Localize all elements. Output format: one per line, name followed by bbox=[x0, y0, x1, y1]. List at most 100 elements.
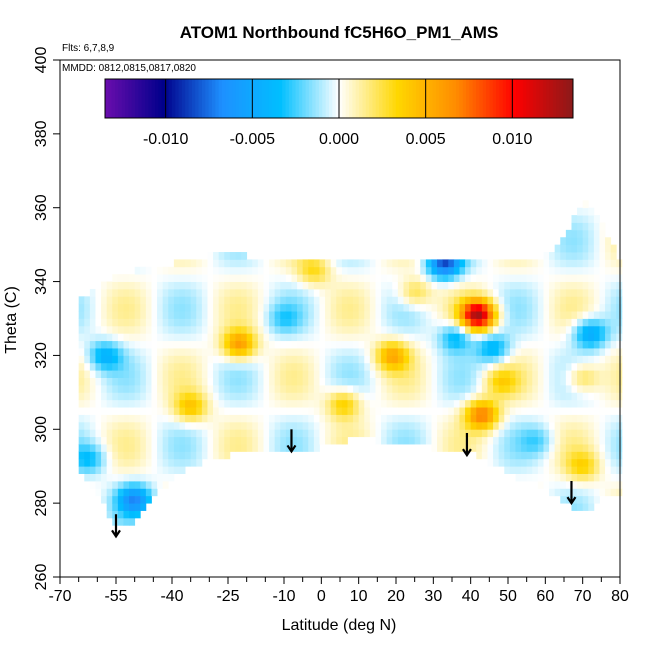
field-cell bbox=[341, 362, 348, 371]
field-cell bbox=[537, 288, 544, 297]
field-cell bbox=[78, 348, 85, 356]
field-cell bbox=[509, 384, 516, 393]
field-cell bbox=[493, 274, 500, 282]
field-cell bbox=[196, 429, 203, 438]
field-cell bbox=[425, 392, 432, 401]
field-cell bbox=[269, 421, 276, 430]
field-cell bbox=[358, 281, 365, 290]
field-cell bbox=[246, 370, 253, 378]
field-cell bbox=[224, 318, 231, 327]
field-cell bbox=[145, 451, 152, 460]
field-cell bbox=[442, 281, 449, 290]
field-cell bbox=[487, 392, 494, 401]
field-cell bbox=[493, 296, 500, 305]
field-cell bbox=[280, 318, 287, 327]
field-cell bbox=[190, 458, 197, 467]
field-cell bbox=[549, 384, 556, 393]
colorbar-segment bbox=[399, 79, 404, 118]
down-arrow-icon bbox=[566, 480, 577, 506]
field-cell bbox=[437, 414, 444, 423]
field-cell bbox=[269, 348, 276, 356]
field-cell bbox=[78, 436, 85, 445]
field-cell bbox=[140, 488, 147, 497]
field-cell bbox=[549, 421, 556, 430]
field-cell bbox=[571, 252, 578, 260]
field-cell bbox=[549, 252, 556, 260]
field-cell bbox=[84, 384, 91, 393]
field-cell bbox=[420, 348, 427, 356]
field-cell bbox=[117, 414, 124, 423]
field-cell bbox=[257, 362, 264, 371]
field-cell bbox=[252, 281, 259, 290]
field-cell bbox=[112, 407, 119, 415]
field-cell bbox=[280, 399, 287, 408]
field-cell bbox=[593, 466, 600, 474]
field-cell bbox=[297, 281, 304, 290]
field-cell bbox=[129, 384, 136, 393]
field-cell bbox=[610, 296, 617, 305]
field-cell bbox=[605, 480, 612, 489]
field-cell bbox=[616, 325, 623, 334]
field-cell bbox=[582, 399, 589, 408]
field-cell bbox=[117, 384, 124, 393]
field-cell bbox=[375, 407, 382, 415]
field-cell bbox=[162, 333, 169, 342]
field-cell bbox=[151, 303, 158, 312]
field-cell bbox=[168, 429, 175, 438]
field-cell bbox=[185, 377, 192, 386]
field-cell bbox=[560, 399, 567, 408]
field-cell bbox=[543, 348, 550, 356]
field-cell bbox=[145, 274, 152, 282]
field-cell bbox=[616, 266, 623, 275]
field-cell bbox=[560, 340, 567, 349]
field-cell bbox=[190, 399, 197, 408]
field-cell bbox=[442, 274, 449, 282]
field-cell bbox=[151, 333, 158, 342]
field-cell bbox=[509, 311, 516, 319]
field-cell bbox=[431, 392, 438, 401]
field-cell bbox=[224, 266, 231, 275]
field-cell bbox=[487, 303, 494, 312]
field-cell bbox=[84, 311, 91, 319]
field-cell bbox=[515, 444, 522, 452]
field-cell bbox=[448, 303, 455, 312]
field-cell bbox=[487, 399, 494, 408]
field-cell bbox=[207, 377, 214, 386]
field-cell bbox=[185, 296, 192, 305]
colorbar-segment bbox=[285, 79, 290, 118]
field-cell bbox=[358, 421, 365, 430]
field-cell bbox=[487, 259, 494, 268]
field-cell bbox=[521, 399, 528, 408]
field-cell bbox=[588, 259, 595, 268]
field-cell bbox=[336, 429, 343, 438]
field-cell bbox=[190, 325, 197, 334]
field-cell bbox=[403, 414, 410, 423]
field-cell bbox=[196, 274, 203, 282]
field-cell bbox=[571, 222, 578, 231]
field-cell bbox=[375, 333, 382, 342]
field-cell bbox=[140, 303, 147, 312]
colorbar-segment bbox=[292, 79, 297, 118]
field-cell bbox=[123, 311, 130, 319]
field-cell bbox=[112, 399, 119, 408]
field-cell bbox=[369, 274, 376, 282]
field-cell bbox=[431, 259, 438, 268]
field-cell bbox=[84, 333, 91, 342]
field-cell bbox=[487, 266, 494, 275]
colorbar-segment bbox=[526, 79, 531, 118]
field-cell bbox=[526, 429, 533, 438]
field-cell bbox=[95, 318, 102, 327]
y-tick-label: 400 bbox=[33, 47, 50, 74]
field-cell bbox=[599, 318, 606, 327]
field-cell bbox=[185, 281, 192, 290]
field-cell bbox=[274, 281, 281, 290]
field-cell bbox=[459, 340, 466, 349]
field-cell bbox=[487, 355, 494, 364]
field-cell bbox=[554, 340, 561, 349]
field-cell bbox=[134, 458, 141, 467]
field-cell bbox=[302, 348, 309, 356]
colorbar-segment bbox=[335, 79, 340, 118]
field-cell bbox=[409, 266, 416, 275]
field-cell bbox=[207, 407, 214, 415]
field-cell bbox=[459, 414, 466, 423]
